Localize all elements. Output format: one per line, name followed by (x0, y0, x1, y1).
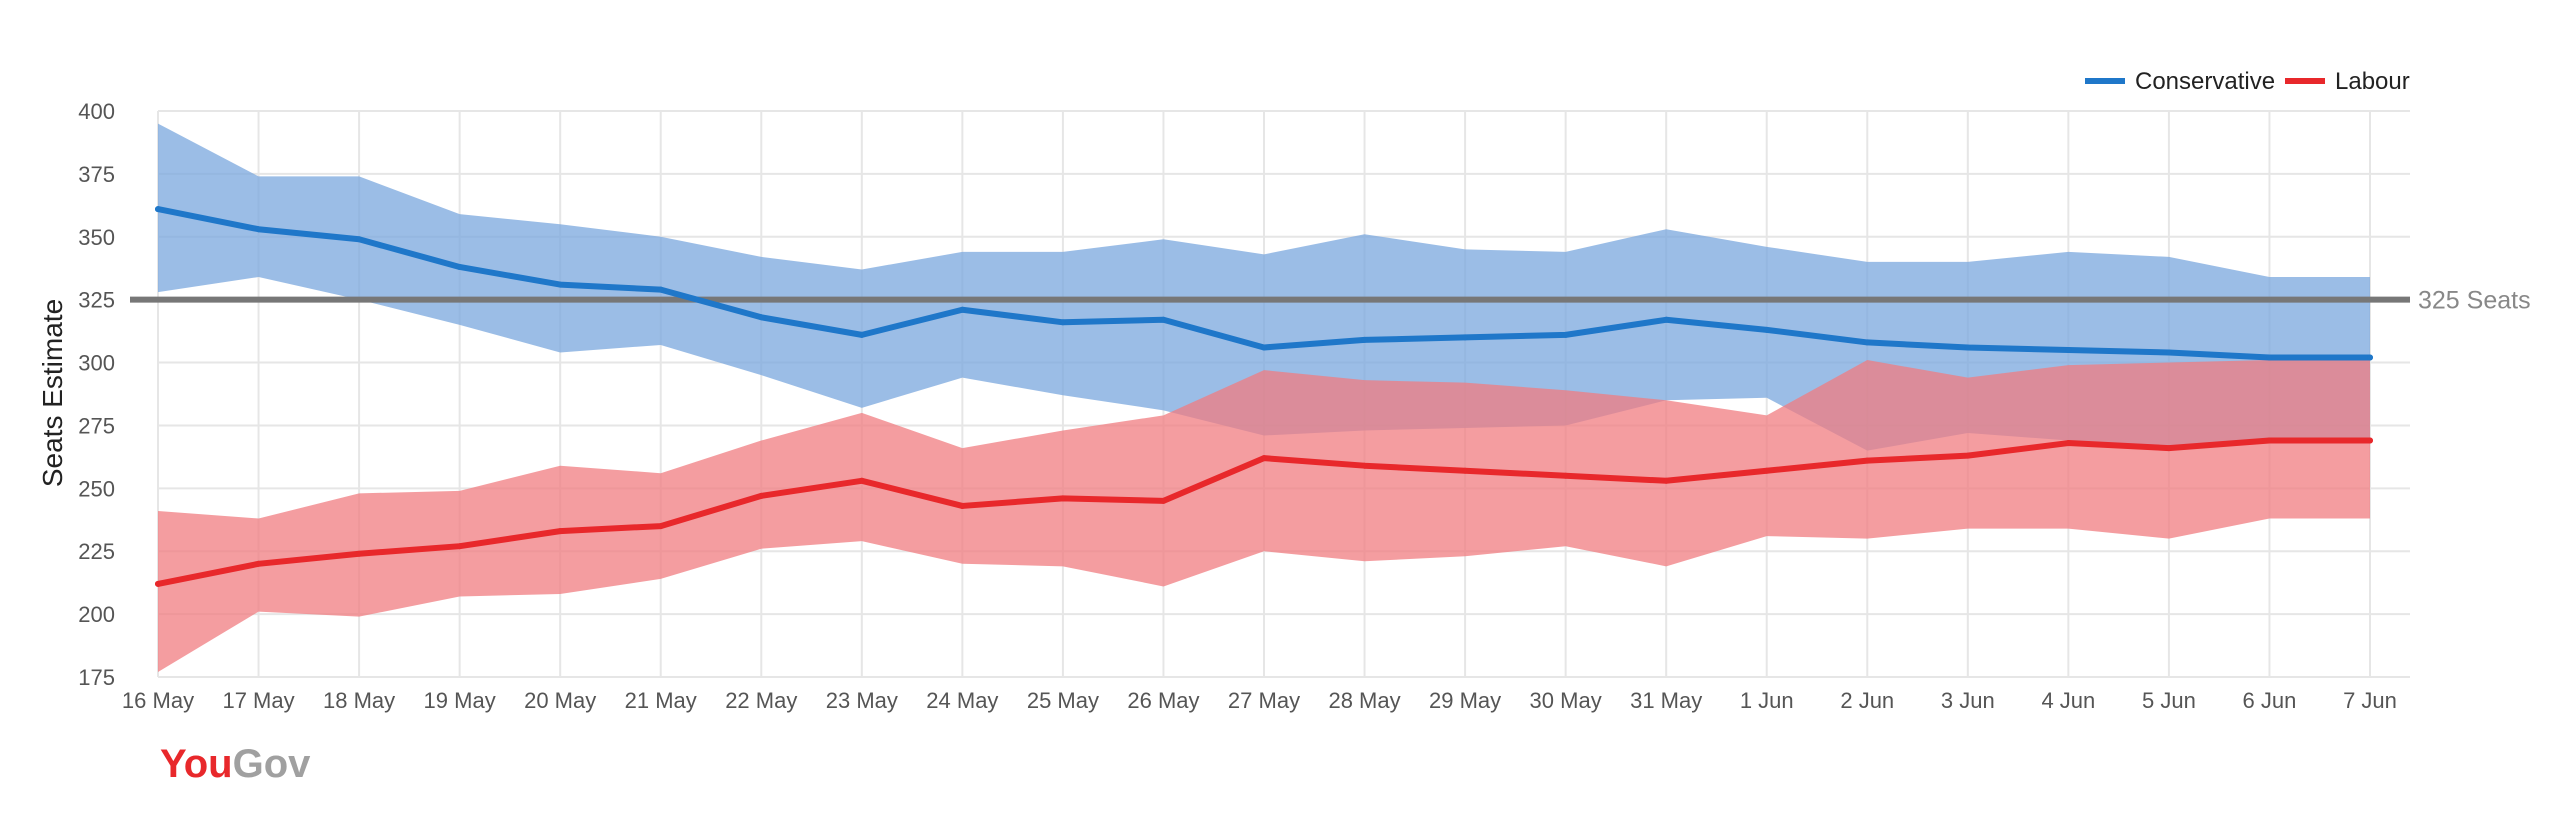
point-labour (1864, 457, 1871, 464)
point-conservative (255, 226, 262, 233)
svg-text:YouGov: YouGov (160, 742, 311, 786)
x-axis-ticks: 16 May 17 May 18 May 19 May 20 May 21 May 22 M… (122, 688, 2397, 713)
chart-legend: Conservative Labour (2085, 68, 2410, 95)
point-labour (1763, 467, 1770, 474)
x-tick-label: 28 May (1328, 688, 1400, 713)
yougov-logo: YouGov (160, 742, 311, 786)
y-tick-label: 275 (78, 413, 115, 438)
y-tick-label: 375 (78, 162, 115, 187)
x-tick-label: 26 May (1127, 688, 1199, 713)
confidence-bands (158, 123, 2370, 672)
point-conservative (1864, 339, 1871, 346)
x-tick-label: 16 May (122, 688, 194, 713)
y-tick-label: 200 (78, 602, 115, 627)
logo-gov-text: Gov (233, 742, 312, 786)
point-labour (1562, 472, 1569, 479)
y-tick-label: 350 (78, 225, 115, 250)
x-tick-label: 18 May (323, 688, 395, 713)
point-labour (959, 502, 966, 509)
y-tick-label: 300 (78, 351, 115, 376)
x-tick-label: 23 May (826, 688, 898, 713)
point-conservative (1663, 316, 1670, 323)
band-conservative (158, 123, 2370, 451)
point-conservative (1261, 344, 1267, 351)
point-labour (1261, 455, 1267, 462)
x-tick-label: 4 Jun (2041, 688, 2095, 713)
legend-label-conservative: Conservative (2135, 68, 2275, 95)
x-tick-label: 1 Jun (1740, 688, 1794, 713)
y-tick-label: 175 (78, 665, 115, 690)
x-tick-label: 6 Jun (2243, 688, 2297, 713)
legend-label-labour: Labour (2335, 68, 2410, 95)
point-labour (1361, 462, 1368, 469)
point-labour (657, 523, 664, 530)
point-conservative (2065, 346, 2072, 353)
x-tick-label: 7 Jun (2343, 688, 2397, 713)
point-labour (2165, 445, 2172, 452)
point-labour (2266, 437, 2273, 444)
x-tick-label: 25 May (1027, 688, 1099, 713)
point-labour (557, 528, 564, 535)
point-conservative (557, 281, 564, 288)
x-tick-label: 19 May (424, 688, 496, 713)
point-conservative (758, 314, 765, 321)
x-tick-label: 27 May (1228, 688, 1300, 713)
point-conservative (356, 236, 363, 243)
x-tick-label: 2 Jun (1840, 688, 1894, 713)
point-labour (456, 543, 463, 550)
y-tick-label: 325 (78, 288, 115, 313)
x-tick-label: 17 May (222, 688, 294, 713)
x-tick-label: 20 May (524, 688, 596, 713)
point-labour (155, 580, 161, 587)
x-tick-label: 21 May (625, 688, 697, 713)
x-tick-label: 29 May (1429, 688, 1501, 713)
y-tick-label: 225 (78, 539, 115, 564)
y-tick-label: 400 (78, 99, 115, 124)
point-conservative (1964, 344, 1971, 351)
x-tick-label: 3 Jun (1941, 688, 1995, 713)
point-labour (1964, 452, 1971, 459)
x-tick-label: 5 Jun (2142, 688, 2196, 713)
point-labour (255, 560, 262, 567)
point-labour (858, 477, 865, 484)
point-conservative (1160, 316, 1167, 323)
logo-you-text: You (160, 742, 233, 786)
point-conservative (959, 306, 966, 313)
reference-line-label: 325 Seats (2418, 287, 2531, 315)
x-tick-label: 24 May (926, 688, 998, 713)
point-conservative (456, 263, 463, 270)
point-conservative (1059, 319, 1066, 326)
series-lines (155, 206, 2373, 587)
y-tick-label: 250 (78, 476, 115, 501)
point-conservative (2266, 354, 2273, 361)
point-labour (1160, 497, 1167, 504)
point-conservative (1361, 336, 1368, 343)
point-labour (1462, 467, 1469, 474)
point-labour (2367, 437, 2373, 444)
point-conservative (1462, 334, 1469, 341)
band-labour (158, 360, 2370, 672)
point-conservative (858, 331, 865, 338)
point-conservative (657, 286, 664, 293)
point-labour (1059, 495, 1066, 502)
point-labour (758, 492, 765, 499)
point-labour (2065, 440, 2072, 447)
y-axis-ticks: 175 200 225 250 275 300 325 350 375 400 (78, 99, 115, 690)
point-conservative (2367, 354, 2373, 361)
y-axis-title: Seats Estimate (37, 299, 68, 487)
point-conservative (1763, 326, 1770, 333)
x-tick-label: 22 May (725, 688, 797, 713)
reference-line-group: 325 Seats (130, 287, 2531, 315)
point-labour (1663, 477, 1670, 484)
x-tick-label: 31 May (1630, 688, 1702, 713)
point-conservative (2165, 349, 2172, 356)
x-tick-label: 30 May (1530, 688, 1602, 713)
point-conservative (155, 206, 161, 213)
point-labour (356, 550, 363, 557)
point-conservative (1562, 331, 1569, 338)
